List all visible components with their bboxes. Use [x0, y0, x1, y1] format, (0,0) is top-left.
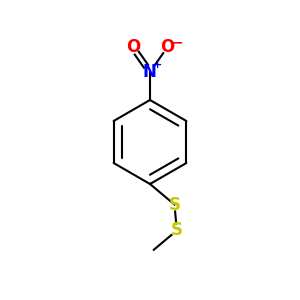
Text: N: N	[142, 63, 156, 81]
Text: −: −	[171, 35, 183, 50]
Text: S: S	[169, 196, 181, 214]
Text: S: S	[171, 221, 183, 239]
Text: O: O	[160, 38, 174, 56]
Text: +: +	[152, 60, 162, 70]
Text: O: O	[126, 38, 140, 56]
